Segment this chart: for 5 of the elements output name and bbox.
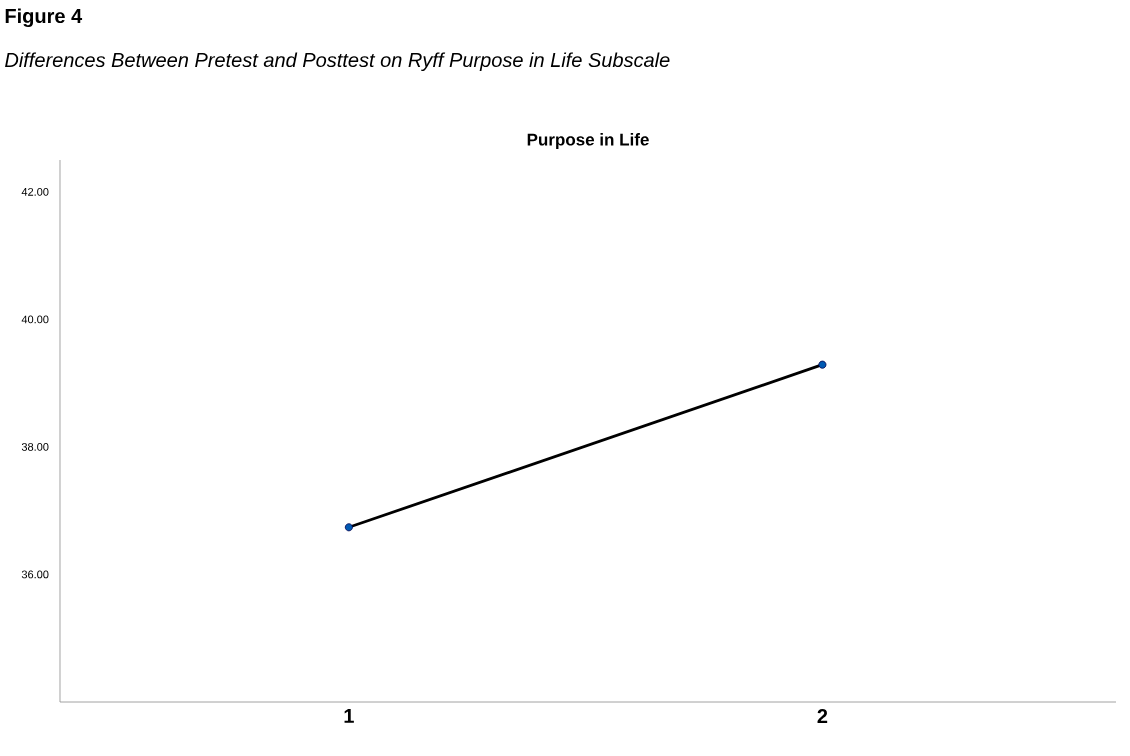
chart-subtitle: Differences Between Pretest and Posttest on Ryff Purpose in Life Subscale: [5, 52, 670, 72]
x-tick-label: 2: [817, 709, 828, 724]
text: Purpose in Life: [527, 133, 649, 149]
chart-title: Figure 4: [5, 8, 83, 28]
x-tick-label: 1: [344, 709, 354, 723]
